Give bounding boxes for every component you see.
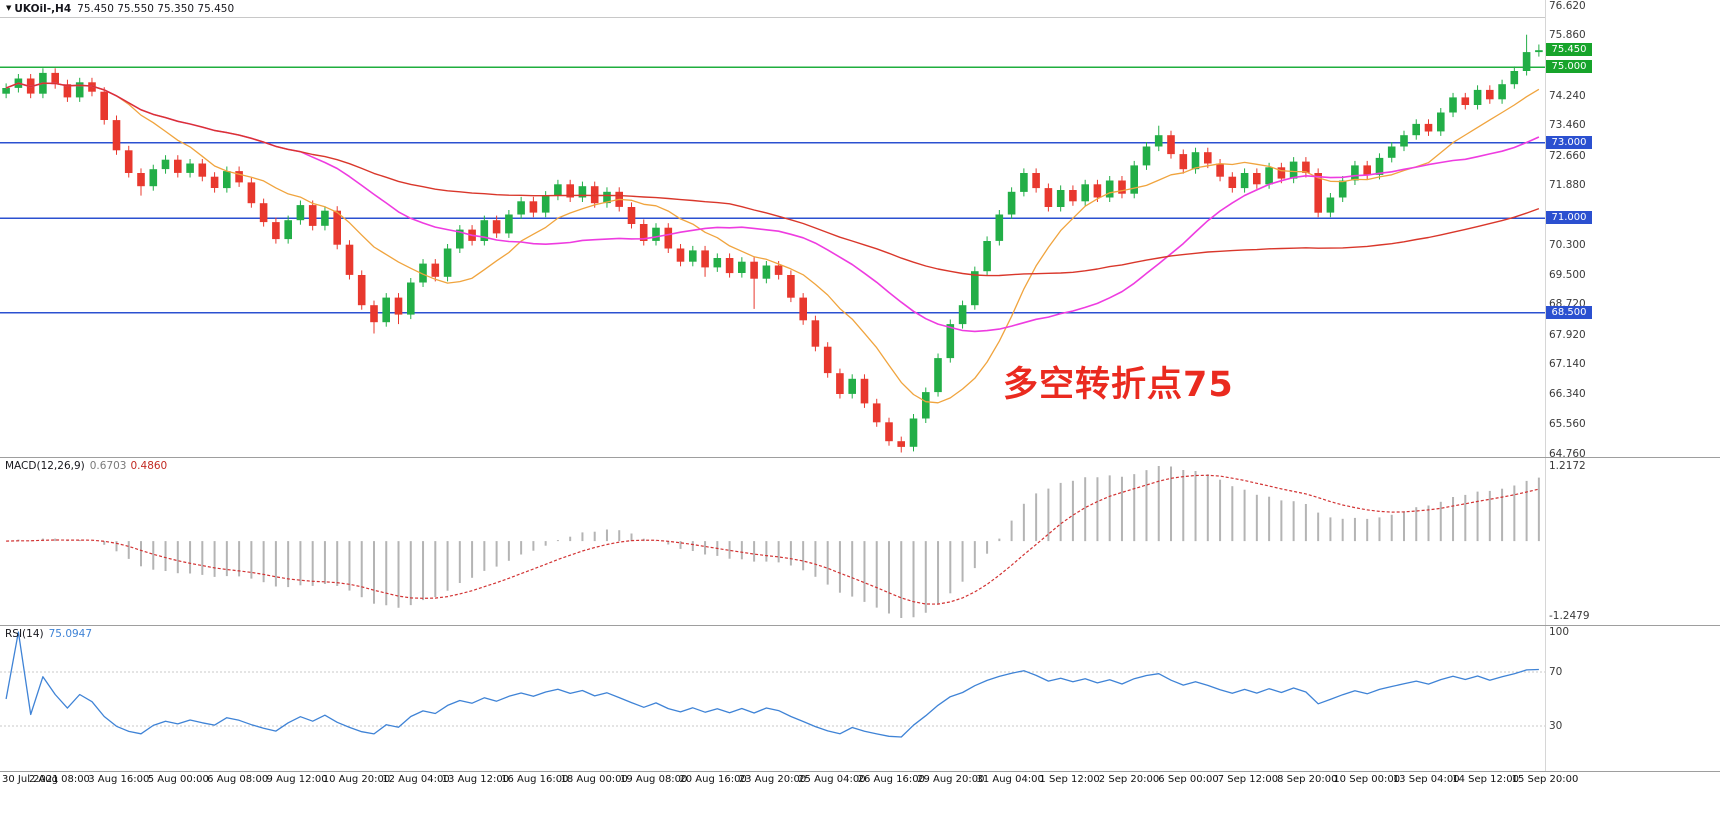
time-axis-label: 2 Aug 08:00: [28, 774, 90, 785]
price-badge: 68.500: [1546, 306, 1592, 319]
macd-main-value: 0.6703: [89, 460, 127, 472]
time-axis-label: 1 Sep 12:00: [1039, 774, 1100, 785]
time-axis-label: 6 Aug 08:00: [207, 774, 269, 785]
price-axis-label: 67.920: [1549, 329, 1586, 341]
macd-label: MACD(12,26,9): [5, 460, 85, 472]
price-axis-label: 66.340: [1549, 388, 1586, 400]
price-axis-label: 64.760: [1549, 448, 1586, 460]
price-axis-label: 70.300: [1549, 239, 1586, 251]
symbol-timeframe-label: UKOil-,H4: [14, 3, 72, 15]
symbol-collapse-icon[interactable]: ▼: [6, 4, 12, 12]
rsi-axis-label: 100: [1549, 626, 1570, 638]
time-axis-label: 25 Aug 04:00: [798, 774, 866, 785]
price-axis-label: 74.240: [1549, 90, 1586, 102]
macd-indicator-canvas[interactable]: [0, 458, 1720, 625]
price-axis-label: 73.460: [1549, 119, 1586, 131]
time-axis-label: 10 Aug 20:00: [322, 774, 391, 785]
chart-annotation-text: 多空转折点75: [1003, 365, 1234, 405]
time-axis-label: 7 Sep 12:00: [1217, 774, 1279, 785]
price-axis-label: 76.620: [1549, 0, 1586, 12]
time-axis-label: 2 Sep 20:00: [1098, 774, 1160, 785]
rsi-axis-label: 30: [1549, 720, 1563, 732]
time-axis-label: 10 Sep 00:00: [1333, 774, 1401, 785]
time-axis-label: 23 Aug 20:00: [738, 774, 807, 785]
price-axis-label: 67.140: [1549, 358, 1586, 370]
time-axis-label: 30 Jul 2021: [2, 774, 59, 785]
time-axis-label: 18 Aug 00:00: [560, 774, 628, 785]
price-axis-label: 71.880: [1549, 179, 1586, 191]
price-axis-divider: [1545, 0, 1546, 771]
time-axis-label: 8 Sep 20:00: [1277, 774, 1338, 785]
time-axis-label: 13 Aug 12:00: [441, 774, 510, 785]
time-axis-label: 13 Sep 04:00: [1392, 774, 1460, 785]
price-badge: 71.000: [1546, 211, 1592, 224]
candlestick-chart-canvas[interactable]: [0, 0, 1720, 457]
time-axis-label: 15 Sep 20:00: [1511, 774, 1579, 785]
price-badge: 73.000: [1546, 136, 1592, 149]
time-axis-label: 19 Aug 08:00: [619, 774, 688, 785]
price-axis-label: 65.560: [1549, 418, 1586, 430]
time-axis-label: 12 Aug 04:00: [382, 774, 450, 785]
rsi-value: 75.0947: [48, 628, 93, 640]
macd-signal-value: 0.4860: [130, 460, 168, 472]
time-axis-label: 16 Aug 16:00: [501, 774, 569, 785]
rsi-panel-divider[interactable]: [0, 625, 1720, 626]
price-badge: 75.000: [1546, 60, 1592, 73]
rsi-indicator-canvas[interactable]: [0, 626, 1720, 771]
time-axis-label: 6 Sep 00:00: [1158, 774, 1219, 785]
time-axis-label: 31 Aug 04:00: [976, 774, 1044, 785]
macd-header: MACD(12,26,9) 0.6703 0.4860: [5, 460, 167, 472]
macd-panel-divider[interactable]: [0, 457, 1720, 458]
time-axis-label: 29 Aug 20:00: [917, 774, 985, 785]
price-badge: 75.450: [1546, 43, 1592, 56]
rsi-header: RSI(14) 75.0947: [5, 628, 92, 640]
time-axis-label: 3 Aug 16:00: [88, 774, 150, 785]
macd-axis-label: -1.2479: [1549, 610, 1590, 622]
rsi-label: RSI(14): [5, 628, 44, 640]
time-axis-label: 5 Aug 00:00: [147, 774, 209, 785]
time-axis-label: 26 Aug 16:00: [857, 774, 926, 785]
chart-symbol-header: ▼ UKOil-,H4 75.450 75.550 75.350 75.450: [6, 3, 234, 15]
price-axis-label: 69.500: [1549, 269, 1586, 281]
time-axis-label: 14 Sep 12:00: [1452, 774, 1519, 785]
time-axis-label: 9 Aug 12:00: [266, 774, 328, 785]
current-ohlc-quote: 75.450 75.550 75.350 75.450: [77, 3, 235, 15]
price-axis-label: 72.660: [1549, 150, 1586, 162]
time-axis-line: [0, 771, 1720, 772]
price-axis-label: 75.860: [1549, 29, 1586, 41]
rsi-axis-label: 70: [1549, 666, 1563, 678]
time-axis-label: 20 Aug 16:00: [679, 774, 747, 785]
macd-axis-label: 1.2172: [1549, 460, 1586, 472]
